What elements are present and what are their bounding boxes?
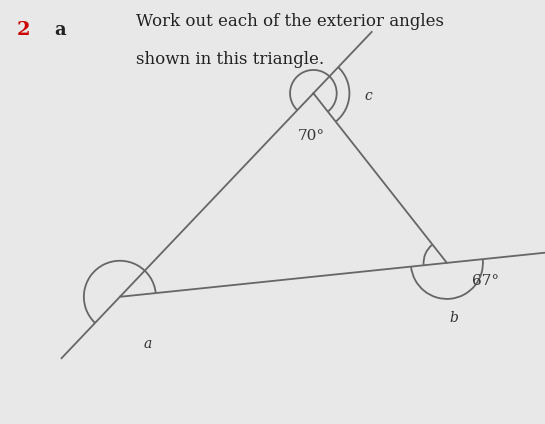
Text: 67°: 67° [471,274,499,288]
Text: a: a [54,21,66,39]
Text: 2: 2 [16,21,30,39]
Text: Work out each of the exterior angles: Work out each of the exterior angles [136,13,444,30]
Text: 70°: 70° [298,128,325,142]
Text: c: c [365,89,372,103]
Text: a: a [144,337,152,351]
Text: shown in this triangle.: shown in this triangle. [136,51,324,68]
Text: b: b [450,310,459,324]
